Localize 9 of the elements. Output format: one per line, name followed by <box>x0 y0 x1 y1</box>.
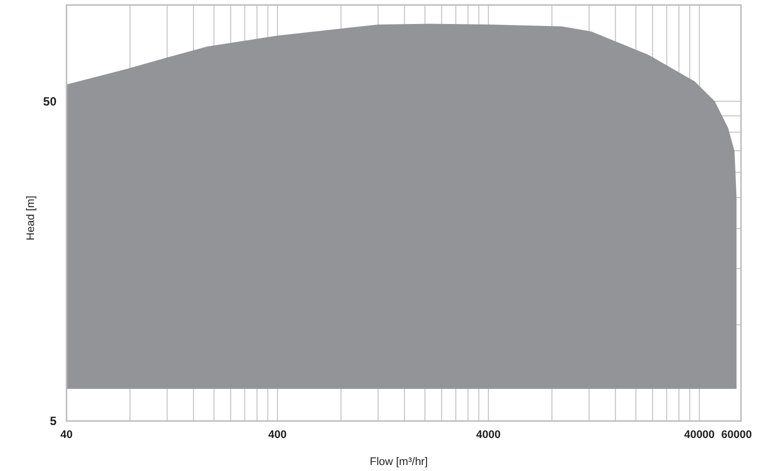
x-axis-title: Flow [m³/hr] <box>370 456 428 468</box>
y-tick-label: 5 <box>50 414 57 428</box>
x-tick-label: 60000 <box>721 429 752 441</box>
x-tick-label: 40 <box>60 429 73 441</box>
x-tick-label: 4000 <box>476 429 501 441</box>
x-tick-label: 40000 <box>684 429 715 441</box>
y-tick-label: 50 <box>43 94 57 108</box>
y-axis-title: Head [m] <box>25 196 37 240</box>
x-tick-label: 400 <box>268 429 287 441</box>
